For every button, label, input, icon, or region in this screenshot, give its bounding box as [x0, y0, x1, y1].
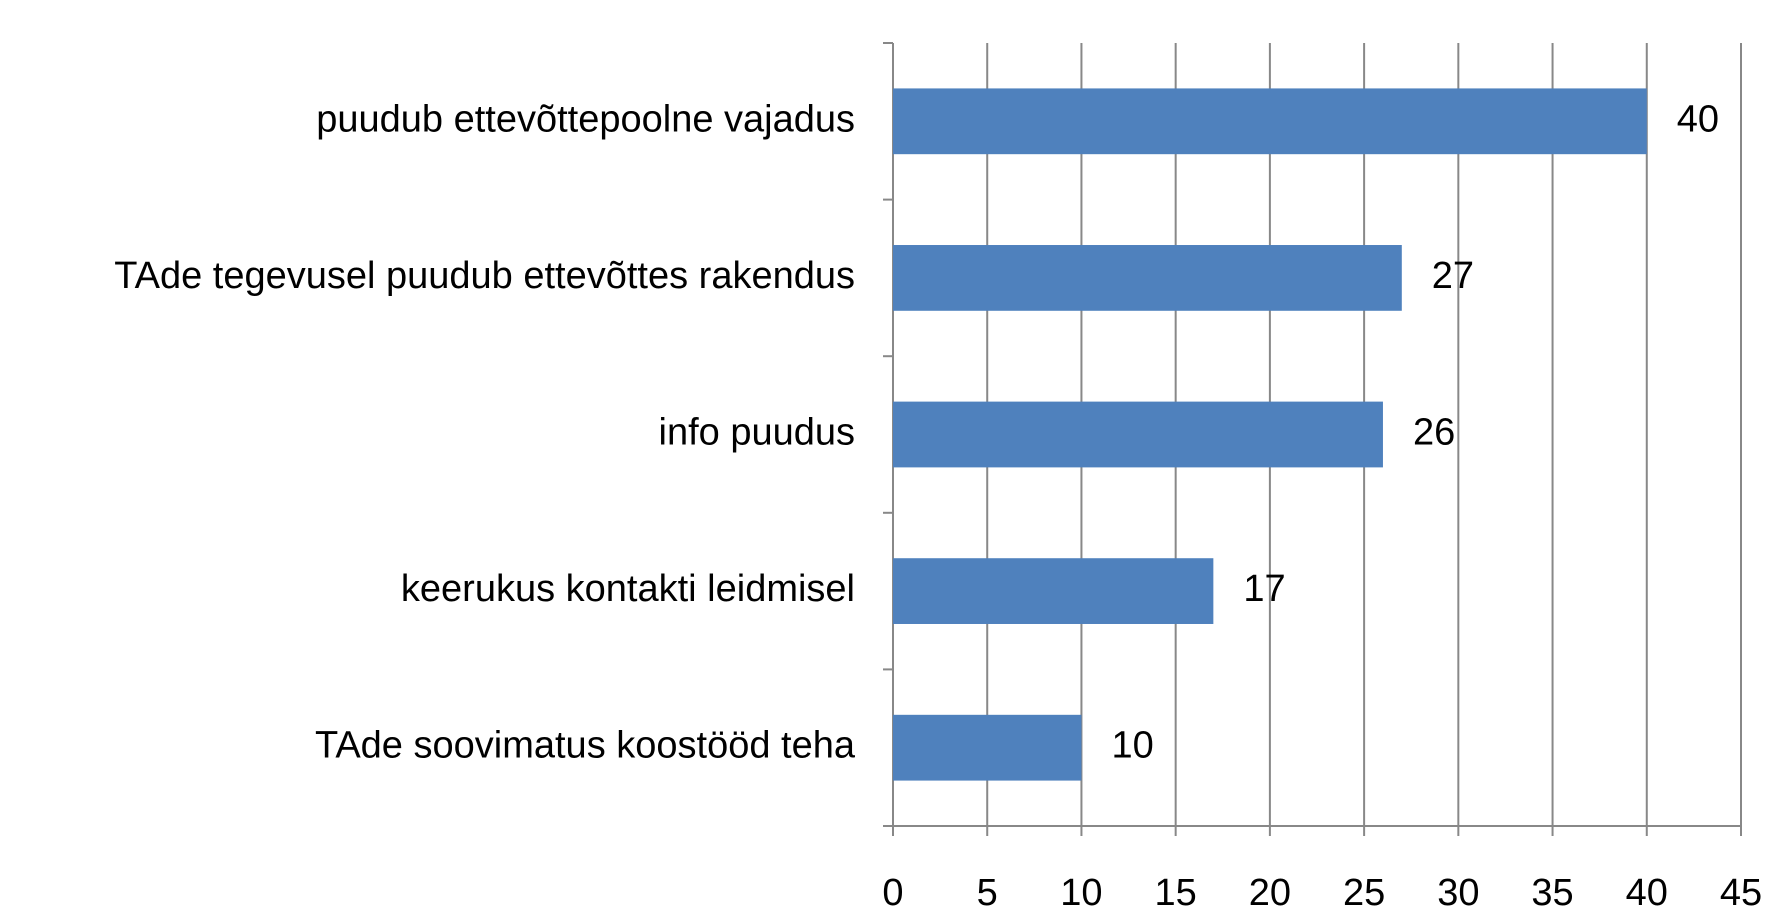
x-tick-label: 25 [1343, 872, 1385, 910]
data-label: 27 [1432, 255, 1474, 297]
data-label: 10 [1111, 725, 1153, 767]
x-tick-label: 45 [1720, 872, 1762, 910]
bar [893, 245, 1402, 311]
bar [893, 714, 1082, 781]
data-label: 40 [1677, 98, 1719, 140]
x-tick-label: 30 [1437, 872, 1479, 910]
data-label: 26 [1413, 412, 1455, 454]
x-tick-label: 15 [1155, 872, 1197, 910]
x-tick-label: 40 [1626, 872, 1668, 910]
bar [893, 88, 1647, 155]
x-tick-label: 20 [1249, 872, 1291, 910]
x-tick-label: 35 [1531, 872, 1573, 910]
y-tick-label: keerukus kontakti leidmisel [401, 568, 855, 610]
x-tick-label: 10 [1060, 872, 1102, 910]
y-tick-label: info puudus [659, 412, 856, 454]
y-tick-label: TAde tegevusel puudub ettevõttes rakendu… [114, 255, 855, 297]
x-tick-label: 0 [882, 872, 903, 910]
bar [893, 558, 1214, 624]
y-tick-label: TAde soovimatus koostööd teha [315, 725, 856, 767]
y-tick-label: puudub ettevõttepoolne vajadus [316, 98, 855, 140]
x-tick-label: 5 [977, 872, 998, 910]
data-label: 17 [1243, 568, 1285, 610]
bar [893, 401, 1383, 468]
